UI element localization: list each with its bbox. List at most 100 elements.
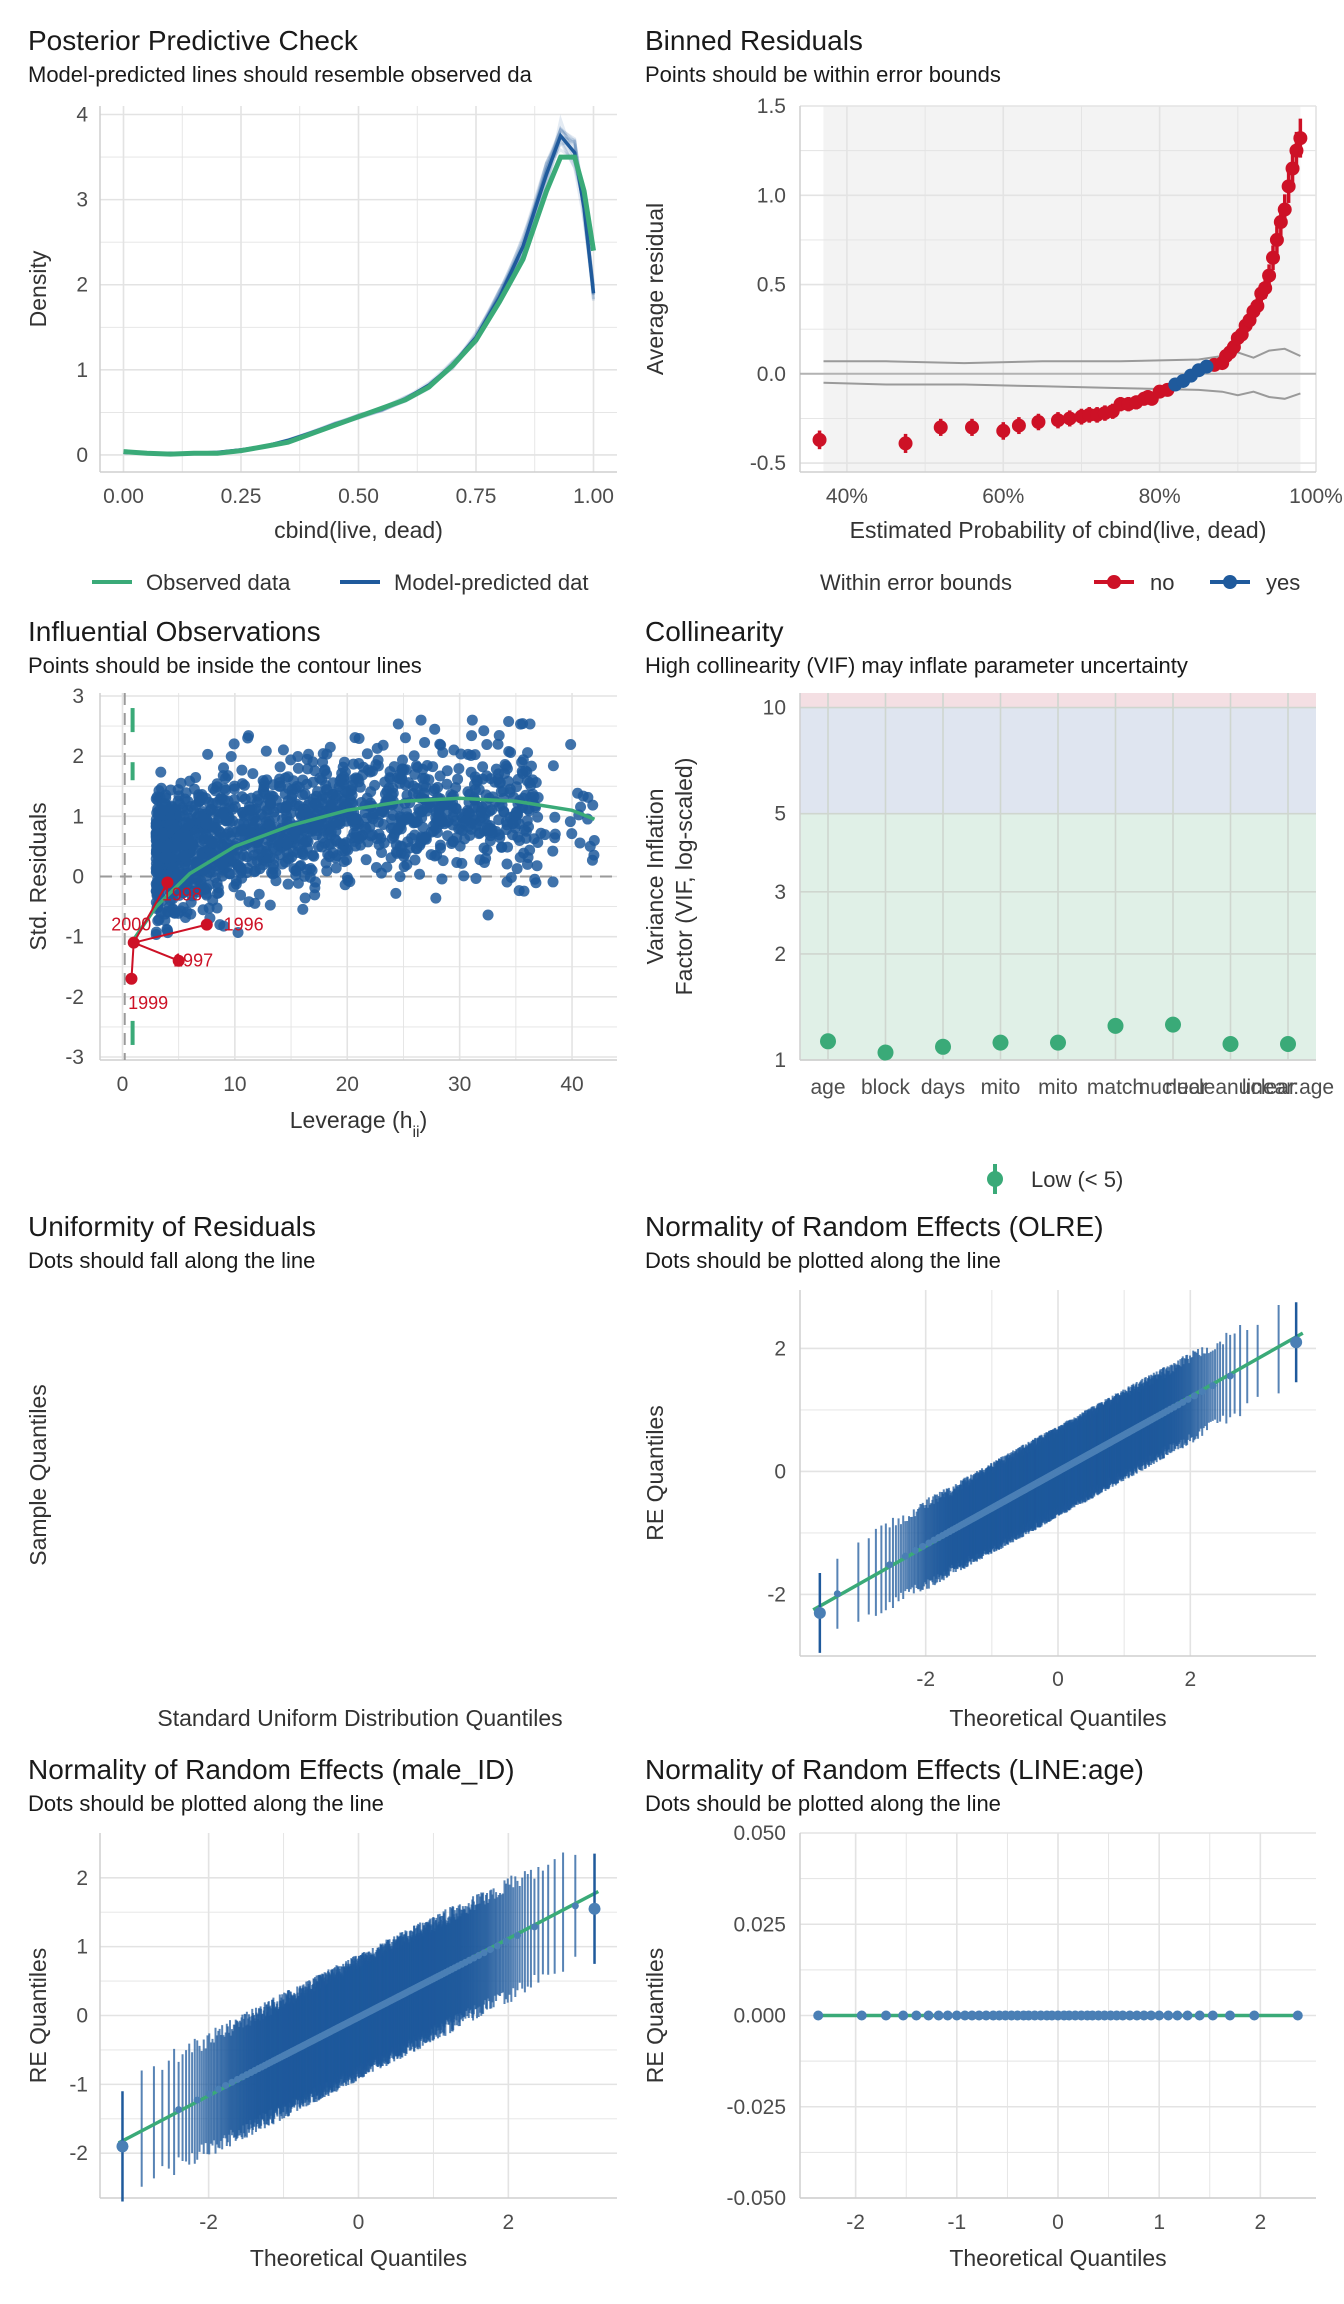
x-tick-label: 0.50 bbox=[338, 485, 379, 508]
influential-point bbox=[172, 954, 185, 967]
observation-point bbox=[301, 753, 313, 765]
x-tick-label: days bbox=[921, 1076, 965, 1099]
observation-point bbox=[235, 889, 247, 901]
observation-point bbox=[264, 820, 276, 832]
chart-subtitle: Model-predicted lines should resemble ob… bbox=[28, 62, 533, 87]
x-tick-label: 20 bbox=[336, 1073, 359, 1096]
y-tick-label: 0.5 bbox=[757, 274, 786, 297]
observation-point bbox=[417, 821, 429, 833]
re-point bbox=[1209, 1382, 1217, 1390]
observation-point bbox=[347, 758, 359, 770]
observation-point bbox=[410, 760, 422, 772]
observation-point bbox=[437, 855, 449, 867]
observation-point bbox=[547, 876, 559, 888]
legend-label-no: no bbox=[1150, 570, 1174, 595]
re-point bbox=[1163, 2010, 1174, 2021]
x-axis-label: Standard Uniform Distribution Quantiles bbox=[157, 1705, 562, 1731]
observation-point bbox=[324, 741, 336, 753]
re-point bbox=[1190, 1392, 1198, 1400]
vif-point bbox=[820, 1033, 836, 1050]
influential-point bbox=[161, 876, 174, 889]
loess-fit-line bbox=[130, 796, 596, 944]
observation-point bbox=[208, 817, 220, 829]
y-tick-label: -2 bbox=[767, 1583, 786, 1606]
observation-point bbox=[257, 859, 269, 871]
observation-point bbox=[429, 723, 441, 735]
y-tick-label: 2 bbox=[774, 943, 786, 966]
observation-point bbox=[268, 806, 280, 818]
observation-point bbox=[299, 892, 311, 904]
re-point bbox=[1146, 2010, 1157, 2021]
observation-point bbox=[211, 778, 223, 790]
x-tick-label: 2 bbox=[503, 2211, 515, 2234]
observation-point bbox=[459, 815, 471, 827]
observation-point bbox=[575, 801, 587, 813]
observation-point bbox=[511, 863, 523, 875]
chart-subtitle: Points should be within error bounds bbox=[645, 62, 1001, 87]
observation-point bbox=[465, 750, 477, 762]
normality-random-effects-line-age-panel: Normality of Random Effects (LINE:age) Do… bbox=[642, 1754, 1316, 2271]
observation-point bbox=[530, 776, 542, 788]
observation-point bbox=[512, 773, 524, 785]
observation-point bbox=[281, 838, 293, 850]
x-tick-label: -2 bbox=[199, 2211, 218, 2234]
y-tick-label: 4 bbox=[76, 104, 88, 127]
observation-point bbox=[531, 860, 543, 872]
observation-point bbox=[177, 902, 189, 914]
observation-point bbox=[277, 814, 289, 826]
observation-point bbox=[151, 866, 163, 878]
observation-point bbox=[295, 859, 307, 871]
observation-point bbox=[274, 761, 286, 773]
y-tick-label: 1 bbox=[774, 1049, 786, 1072]
observation-point bbox=[349, 732, 361, 744]
legend-label-model: Model-predicted dat bbox=[394, 570, 588, 595]
re-point bbox=[1249, 2010, 1260, 2021]
observation-point bbox=[225, 751, 237, 763]
observation-point bbox=[161, 905, 173, 917]
y-tick-label: 2 bbox=[72, 745, 84, 768]
observation-point bbox=[482, 909, 494, 921]
influential-point-label: 1999 bbox=[128, 993, 168, 1013]
observation-point bbox=[463, 806, 475, 818]
observation-point bbox=[173, 798, 185, 810]
re-point bbox=[222, 2081, 230, 2089]
observation-point bbox=[211, 902, 223, 914]
observation-point bbox=[395, 823, 407, 835]
observation-point bbox=[513, 885, 525, 897]
posterior-predictive-check-panel: Posterior Predictive Check Model-predicte… bbox=[25, 25, 617, 595]
observation-point bbox=[292, 762, 304, 774]
y-tick-label: -1 bbox=[69, 2073, 88, 2096]
observation-point bbox=[212, 882, 224, 894]
chart-subtitle: Dots should be plotted along the line bbox=[645, 1248, 1001, 1273]
observation-point bbox=[321, 784, 333, 796]
observation-point bbox=[188, 783, 200, 795]
observation-point bbox=[216, 859, 228, 871]
legend: Low (< 5) bbox=[987, 1164, 1123, 1194]
y-axis-label: RE Quantiles bbox=[642, 1948, 668, 2084]
observation-point bbox=[452, 773, 464, 785]
observation-point bbox=[423, 774, 435, 786]
observation-point bbox=[306, 823, 318, 835]
influential-point bbox=[125, 972, 138, 985]
observation-point bbox=[478, 725, 490, 737]
y-tick-label: 10 bbox=[763, 697, 786, 720]
legend-label-observed: Observed data bbox=[146, 570, 291, 595]
y-tick-label: -3 bbox=[65, 1046, 84, 1069]
observation-point bbox=[481, 739, 493, 751]
observation-point bbox=[399, 848, 411, 860]
observation-point bbox=[381, 785, 393, 797]
observation-point bbox=[338, 856, 350, 868]
observation-point bbox=[466, 730, 478, 742]
vif-point bbox=[1222, 1036, 1239, 1053]
binned-residual-point bbox=[1051, 413, 1065, 428]
re-point bbox=[881, 2010, 891, 2021]
observation-point bbox=[195, 878, 207, 890]
x-tick-label: 0.75 bbox=[456, 485, 497, 508]
re-point bbox=[942, 2010, 953, 2021]
observation-point bbox=[386, 813, 398, 825]
legend-dot-low bbox=[987, 1171, 1003, 1187]
legend-dot-yes bbox=[1223, 575, 1237, 589]
observation-point bbox=[495, 786, 507, 798]
observation-point bbox=[218, 762, 230, 774]
observation-point bbox=[437, 747, 449, 759]
